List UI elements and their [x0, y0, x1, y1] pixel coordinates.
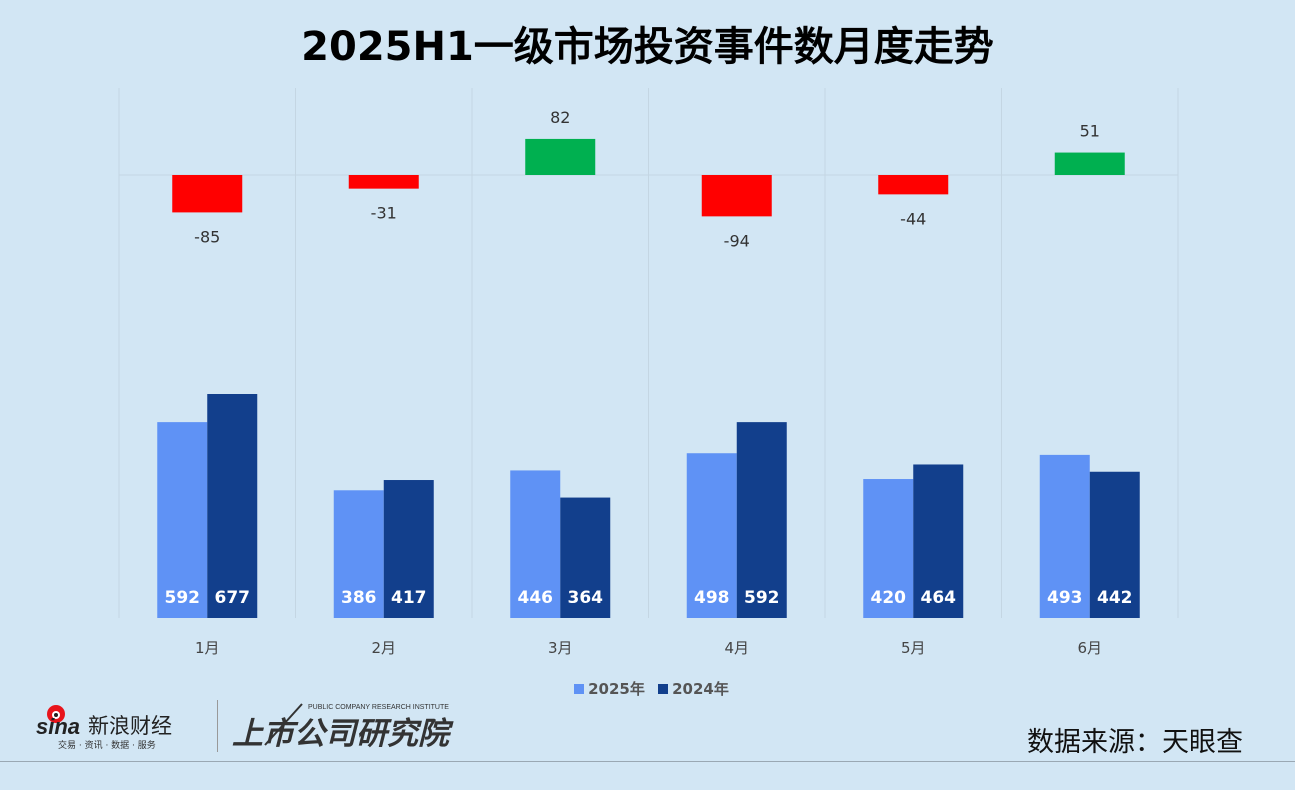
bar-2024年-4月	[736, 422, 787, 618]
legend-swatch-2025	[574, 684, 585, 694]
svg-text:sina: sina	[36, 714, 80, 739]
bar-2024年-1月	[207, 394, 258, 618]
diff-label: -44	[900, 209, 926, 228]
diff-bar-1月	[172, 175, 243, 213]
bar-2025年-5月	[863, 479, 914, 618]
diff-label: 82	[550, 108, 570, 127]
diff-bar-2月	[348, 175, 419, 189]
bar-label: 464	[921, 588, 957, 608]
bar-label: 493	[1047, 588, 1083, 608]
diff-label: -85	[194, 227, 220, 246]
bar-2025年-4月	[686, 453, 737, 618]
x-tick-label: 2月	[371, 639, 396, 657]
x-tick-label: 6月	[1077, 639, 1102, 657]
bar-label: 592	[165, 588, 201, 608]
diff-label: 51	[1080, 122, 1100, 141]
diff-bar-6月	[1054, 152, 1125, 175]
legend-swatch-2024	[658, 684, 669, 694]
diff-bar-4月	[701, 175, 772, 217]
bar-2025年-6月	[1039, 454, 1090, 618]
bar-label: 364	[568, 588, 604, 608]
sina-finance-logo: sina 新浪财经 交易 · 资讯 · 数据 · 服务	[36, 705, 172, 751]
bar-2024年-5月	[913, 464, 964, 618]
data-source: 数据来源：天眼查	[1027, 727, 1243, 758]
chart-area: 592 677 -85 1月 386 417 -31 2月 446 364 82 3月 498 592 -9…	[118, 88, 1179, 657]
bar-2024年-2月	[383, 480, 434, 618]
diff-label: -94	[724, 231, 750, 250]
bar-2025年-1月	[157, 422, 208, 618]
bar-2025年-3月	[510, 470, 561, 618]
legend-label-2024: 2024年	[672, 680, 729, 698]
bar-label: 420	[871, 588, 907, 608]
legend-label-2025: 2025年	[588, 680, 645, 698]
bar-label: 446	[518, 588, 554, 608]
bar-label: 498	[694, 588, 730, 608]
svg-text:PUBLIC COMPANY RESEARCH INSTIT: PUBLIC COMPANY RESEARCH INSTITUTE	[308, 704, 449, 711]
svg-text:上市公司研究院: 上市公司研究院	[232, 716, 454, 752]
bar-label: 442	[1097, 588, 1133, 608]
bar-label: 677	[215, 588, 251, 608]
x-tick-label: 5月	[901, 639, 926, 657]
bar-label: 417	[391, 588, 427, 608]
x-tick-label: 4月	[724, 639, 749, 657]
bar-label: 592	[744, 588, 780, 608]
research-institute-logo: PUBLIC COMPANY RESEARCH INSTITUTE 上市公司研究…	[232, 703, 454, 752]
diff-bar-5月	[878, 175, 949, 195]
bar-2024年-3月	[560, 497, 611, 618]
footer-divider	[0, 761, 1295, 762]
bar-2025年-2月	[333, 490, 384, 618]
diff-bar-3月	[525, 138, 596, 175]
bar-label: 386	[341, 588, 377, 608]
bar-2024年-6月	[1089, 471, 1140, 618]
chart-title: 2025H1一级市场投资事件数月度走势	[301, 24, 994, 70]
x-tick-label: 3月	[548, 639, 573, 657]
svg-text:交易 · 资讯 · 数据 · 服务: 交易 · 资讯 · 数据 · 服务	[58, 739, 156, 751]
svg-text:新浪财经: 新浪财经	[88, 714, 172, 738]
x-tick-label: 1月	[195, 639, 220, 657]
logo-divider	[217, 700, 218, 752]
diff-label: -31	[371, 204, 397, 223]
legend: 2025年 2024年	[0, 678, 1295, 699]
